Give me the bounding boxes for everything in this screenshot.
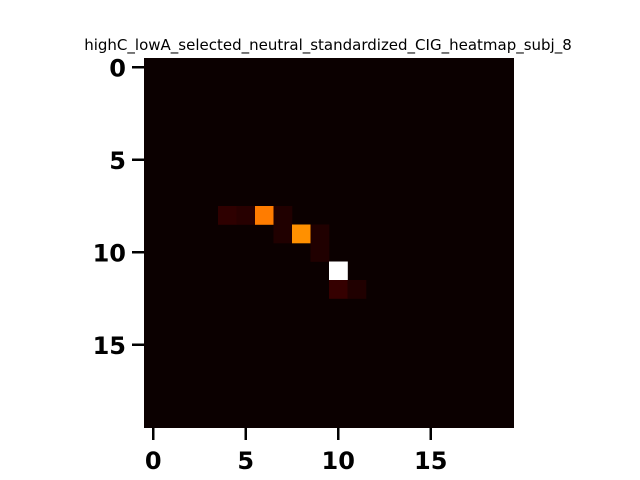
heatmap-cell-8-4 <box>218 206 237 225</box>
chart-title: highC_lowA_selected_neutral_standardized… <box>84 36 572 55</box>
heatmap-cell-8-7 <box>273 206 293 225</box>
y-tick-label-15: 15 <box>93 332 126 360</box>
heatmap-cell-8-5 <box>236 206 256 225</box>
x-axis: 0 5 10 15 <box>145 428 447 475</box>
heatmap-cells <box>218 206 367 299</box>
heatmap-cell-9-9 <box>310 224 330 244</box>
heatmap-cell-10-9 <box>310 243 330 262</box>
y-tick-label-5: 5 <box>109 147 126 175</box>
x-tick-label-0: 0 <box>145 447 162 475</box>
heatmap-cell-9-7 <box>273 224 293 244</box>
heatmap-cell-9-8 <box>292 224 311 244</box>
x-tick-label-15: 15 <box>414 447 447 475</box>
heatmap-cell-12-11 <box>347 280 367 299</box>
y-tick-label-10: 10 <box>93 239 126 267</box>
y-axis: 0 5 10 15 <box>93 54 144 360</box>
x-tick-label-10: 10 <box>322 447 355 475</box>
heatmap-cell-12-10 <box>329 280 348 299</box>
heatmap-cell-11-10 <box>329 261 348 281</box>
y-tick-label-0: 0 <box>109 54 126 82</box>
heatmap-cell-8-6 <box>255 206 274 225</box>
x-tick-label-5: 5 <box>237 447 254 475</box>
